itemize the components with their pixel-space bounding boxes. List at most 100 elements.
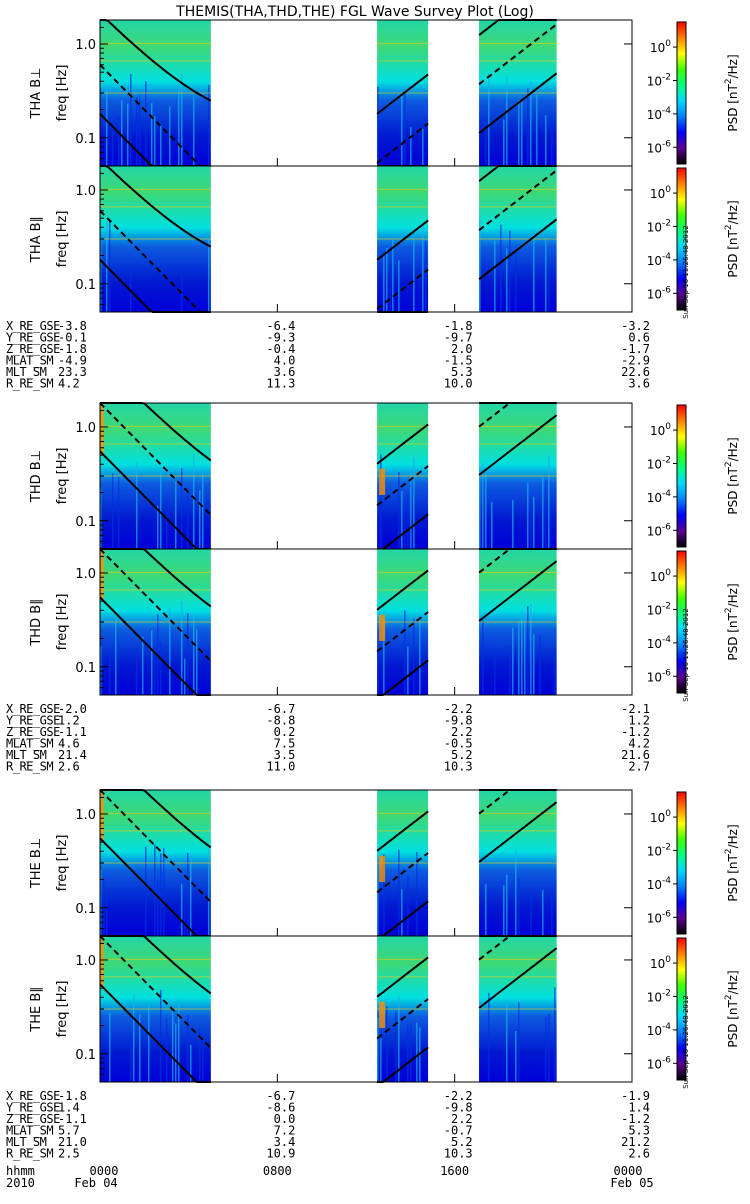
spectrogram-streak [554,987,556,1082]
spectrogram-streak [398,260,400,312]
spectrogram-streak [512,627,514,695]
panel-name: THE B∥ [29,986,44,1032]
ephemeris-value: -1.8 [58,342,87,356]
spectrogram-streak [545,1016,547,1082]
y-axis-label: freq [Hz] [55,65,70,122]
spectrogram-streak [500,224,502,312]
spectrogram-streak [422,128,424,166]
ephemeris-value: 3.6 [274,365,296,379]
frequency-curve [376,423,429,465]
ephemeris-value: -2.0 [58,702,87,716]
spectrogram-streak [527,606,529,695]
colorbar-tick-base: 10 [647,220,662,234]
spectrogram-streak [175,481,177,549]
ephemeris-value: 7.5 [274,737,296,751]
colorbar-tick-label: 10-6 [647,285,672,301]
colorbar-label-text: PSD [nT [726,999,740,1047]
date-end: Feb 05 [610,1176,653,1190]
spectrogram-streak [422,226,424,312]
colorbar-label-exponent: 2 [724,461,734,467]
frequency-curve [376,569,429,611]
spectrogram-streak [160,468,162,549]
spectrogram-streak [506,1000,508,1082]
frequency-curve [478,947,558,1009]
colorbar-tick-exponent: -6 [662,285,671,295]
spectrogram-streak [208,238,210,312]
spectrogram-streak [509,646,511,695]
spectrogram-streak [154,844,156,936]
spectrogram-streak [100,488,102,549]
colorbar-tick-base: 10 [650,41,665,55]
spectrogram-hotspot [379,1001,386,1028]
spectrogram-streak [380,1038,382,1082]
spectrogram-streak [196,628,198,695]
spectrogram-streak [187,488,189,549]
colorbar-tick-label: 10-2 [647,455,671,471]
colorbar-label-text: PSD [nT [726,466,740,514]
spectrogram-streak [491,501,493,549]
colorbar-tick-label: 100 [650,955,671,971]
colorbar-tick-base: 10 [647,491,662,505]
ephemeris-value: 5.3 [451,365,473,379]
colorbar-tick-label: 10-6 [647,139,672,155]
y-tick-label: 0.1 [75,278,96,293]
spectrogram-streak [485,117,487,166]
ephemeris-value: 4.2 [628,737,650,751]
spectrogram-streak [133,994,135,1082]
colorbar-tick-base: 10 [647,878,662,892]
ephemeris-value: 21.2 [621,1135,650,1149]
ephemeris-value: -9.8 [444,1101,473,1115]
spectrogram-streak [530,499,532,549]
spectrogram-streak [386,1006,388,1082]
spectrogram-streak [100,869,102,936]
spectrogram-streak [410,468,412,549]
ephemeris-value: 0.6 [628,331,650,345]
colorbar-tick-label: 10-2 [647,218,671,234]
colorbar-tick-base: 10 [650,811,665,825]
colorbar [676,937,687,1081]
frequency-curve [99,450,211,550]
spectrogram-streak [518,878,520,936]
generation-timestamp: Sun Sep 16 11:26:48 2012 [682,995,690,1089]
colorbar-tick-label: 10-6 [647,668,672,684]
spectrogram-streak [160,125,162,166]
ephemeris-value: 2.6 [628,1147,650,1161]
colorbar-label: PSD [nT2/Hz] [724,437,740,514]
spectrogram-streak [551,125,553,166]
y-axis-label: freq [Hz] [55,835,70,892]
colorbar-tick-base: 10 [647,74,662,88]
spectrogram-streak [181,883,183,936]
spectrogram-streak [485,473,487,549]
frequency-curve [376,852,429,894]
spectrogram-streak [208,84,210,166]
frequency-curve [478,23,558,85]
date-year: 2010 [6,1176,35,1190]
spectrogram-streak [163,848,165,936]
spectrogram-hotspot [379,855,386,882]
spectrogram-streak [169,607,171,695]
ephemeris-value: 10.3 [444,1147,473,1161]
colorbar-label-text: PSD [nT [726,853,740,901]
ephemeris-value: -9.7 [444,331,473,345]
ephemeris-value: 3.6 [628,377,650,391]
spectrogram-streak [527,483,529,549]
ephemeris-value: 5.2 [451,1135,473,1149]
ephemeris-label: Y_RE_GSE [6,1101,60,1115]
frequency-curve [99,64,211,167]
ephemeris-value: -2.2 [444,702,473,716]
frequency-curve [478,414,558,476]
ephemeris-value: -2.9 [621,354,650,368]
spectrogram-streak [416,1022,418,1082]
colorbar-tick-base: 10 [647,457,662,471]
spectrogram-streak [130,74,132,166]
colorbar-tick-exponent: -4 [662,876,671,886]
colorbar-tick-base: 10 [650,187,665,201]
ephemeris-value: -6.7 [266,1089,295,1103]
date-start: Feb 04 [74,1176,117,1190]
colorbar-tick-exponent: -6 [662,139,671,149]
spectrogram-streak [208,848,210,936]
spectrogram-streak [533,496,535,549]
spectrogram-streak [136,462,138,549]
spectrogram-streak [515,253,517,312]
